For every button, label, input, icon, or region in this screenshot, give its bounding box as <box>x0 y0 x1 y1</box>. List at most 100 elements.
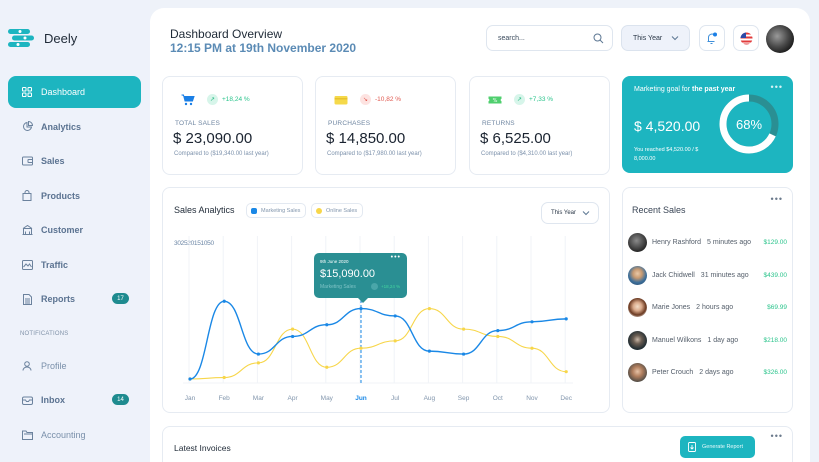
recent-sales-title: Recent Sales <box>632 205 686 215</box>
arrow-up-right-icon: ↗ <box>514 94 525 105</box>
sidebar-item-label: Analytics <box>41 121 82 132</box>
sidebar-item-analytics[interactable]: Analytics <box>8 111 141 143</box>
x-axis-label: Oct <box>492 395 503 402</box>
tooltip-trend: +18,24 % <box>371 283 400 290</box>
sale-time: 31 minutes ago <box>700 271 749 279</box>
sidebar-item-accounting[interactable]: Accounting <box>8 419 141 451</box>
stat-compare: Compared to ($4,310.00 last year) <box>481 151 573 157</box>
page-subtitle-datetime: 12:15 PM at 19th November 2020 <box>170 41 357 55</box>
credit-card-icon <box>334 96 348 105</box>
period-dropdown[interactable]: This Year <box>621 25 690 51</box>
more-options-icon[interactable]: ••• <box>770 194 783 204</box>
x-axis-label: Dec <box>560 395 572 402</box>
sale-time: 1 day ago <box>707 336 739 344</box>
chevron-down-icon <box>582 211 590 216</box>
sale-amount: $129.00 <box>763 238 788 246</box>
sales-line-chart[interactable] <box>163 188 611 414</box>
chevron-down-icon <box>671 36 679 41</box>
tooltip-trend-value: +18,24 % <box>381 284 401 289</box>
recent-sales-card: Recent Sales ••• Henry Rashford 5 minute… <box>622 187 793 413</box>
list-item[interactable]: Henry Rashford 5 minutes ago $129.00 <box>628 231 790 253</box>
arrow-up-right-icon: ↗ <box>207 94 218 105</box>
avatar <box>628 330 647 350</box>
image-chart-icon <box>21 259 33 271</box>
tooltip-value: $15,090.00 <box>320 268 376 280</box>
app-name: Deely <box>44 30 78 46</box>
x-axis-label: Jul <box>391 395 400 402</box>
sidebar-item-reports[interactable]: Reports 17 <box>8 283 141 315</box>
list-item[interactable]: Jack Chidwell 31 minutes ago $439.00 <box>628 264 790 286</box>
stat-compare: Compared to ($17,980.00 last year) <box>327 151 422 157</box>
generate-report-button[interactable]: Generate Report <box>680 436 755 458</box>
more-options-icon[interactable]: ••• <box>770 431 783 441</box>
list-item[interactable]: Peter Crouch 2 days ago $326.00 <box>628 361 790 383</box>
legend-swatch-blue <box>251 207 257 214</box>
legend-marketing-sales[interactable]: Marketing Sales <box>246 203 307 218</box>
legend-online-sales[interactable]: Online Sales <box>311 203 364 218</box>
logo[interactable]: Deely <box>8 28 77 48</box>
stat-card-returns: % ↗ +7,33 % RETURNS $ 6,525.00 Compared … <box>469 76 610 175</box>
sidebar-item-customer[interactable]: Customer <box>8 214 141 246</box>
sidebar-item-traffic[interactable]: Traffic <box>8 249 141 281</box>
tooltip-label: Marketing Sales <box>320 284 356 290</box>
sale-time: 5 minutes ago <box>707 238 752 246</box>
avatar <box>628 297 647 317</box>
sidebar-nav: Dashboard Analytics Sales Products Custo… <box>8 76 141 453</box>
sale-amount: $69.99 <box>767 303 787 311</box>
list-item[interactable]: Marie Jones 2 hours ago $69.99 <box>628 296 790 318</box>
sidebar-item-dashboard[interactable]: Dashboard <box>8 76 141 108</box>
stat-label: RETURNS <box>482 120 515 127</box>
trend-value: +18,24 % <box>222 96 250 103</box>
x-axis-label: Feb <box>218 395 230 402</box>
folder-icon <box>21 429 33 441</box>
trend-indicator: ↗ +7,33 % <box>514 94 553 105</box>
x-axis-label: Apr <box>287 395 298 402</box>
goal-percent: 68% <box>735 116 763 132</box>
sidebar-item-label: Reports <box>41 294 76 304</box>
latest-invoices-card: Latest Invoices Generate Report ••• <box>162 426 793 462</box>
search-input[interactable]: search... <box>486 25 613 51</box>
bell-icon <box>707 32 717 44</box>
coupon-icon: % <box>488 96 502 104</box>
legend-label: Marketing Sales <box>261 207 301 214</box>
sidebar-item-products[interactable]: Products <box>8 180 141 212</box>
trend-indicator: ↗ +18,24 % <box>207 94 250 105</box>
avatar <box>628 232 647 252</box>
language-button[interactable] <box>733 25 759 51</box>
marketing-goal-card: Marketing goal for the past year ••• $ 4… <box>622 76 793 173</box>
sidebar-item-label: Products <box>41 190 81 201</box>
grid-icon <box>21 86 33 98</box>
search-icon[interactable] <box>593 33 604 44</box>
stat-value: $ 6,525.00 <box>480 130 551 147</box>
document-icon <box>21 293 33 305</box>
cart-icon <box>181 94 195 106</box>
sidebar-item-profile[interactable]: Profile <box>8 350 141 382</box>
stat-label: PURCHASES <box>328 120 371 127</box>
goal-note: You reached $4,520.00 / $ 8,000.00 <box>634 147 699 162</box>
chart-period-dropdown[interactable]: This Year <box>541 202 599 224</box>
sidebar-item-sales[interactable]: Sales <box>8 145 141 177</box>
notifications-button[interactable] <box>699 25 725 51</box>
goal-title-prefix: Marketing goal for <box>634 86 692 93</box>
x-axis-label: Jan <box>184 395 196 402</box>
x-axis-label: Sep <box>457 395 470 402</box>
sidebar-item-label: Dashboard <box>41 87 86 97</box>
user-avatar[interactable] <box>766 25 794 53</box>
building-icon <box>21 224 33 236</box>
goal-value: $ 4,520.00 <box>634 118 701 134</box>
x-axis-label: Aug <box>423 395 436 402</box>
x-axis-label: Nov <box>526 395 538 402</box>
trend-indicator: ↘ -10,82 % <box>360 94 401 105</box>
sidebar-item-label: Customer <box>41 225 84 235</box>
more-options-icon[interactable]: ••• <box>390 254 401 261</box>
x-axis-label: Mar <box>252 395 264 402</box>
sidebar-item-label: Profile <box>41 360 67 371</box>
period-dropdown-value: This Year <box>633 34 663 42</box>
invoices-title: Latest Invoices <box>174 443 231 453</box>
sale-customer-name: Peter Crouch <box>652 368 694 376</box>
sidebar-item-inbox[interactable]: Inbox 14 <box>8 384 141 416</box>
more-options-icon[interactable]: ••• <box>770 82 783 92</box>
main-panel: Dashboard Overview 12:15 PM at 19th Nove… <box>150 8 810 462</box>
goal-title: Marketing goal for the past year <box>634 86 735 93</box>
list-item[interactable]: Manuel Wilkons 1 day ago $218.00 <box>628 329 790 351</box>
